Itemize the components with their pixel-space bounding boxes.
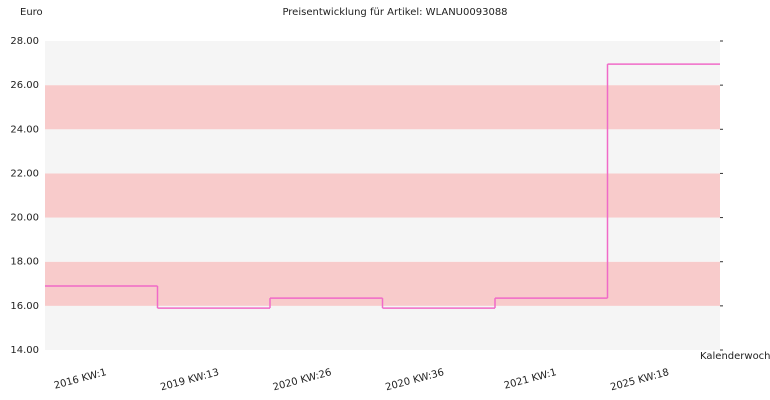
x-axis-label: Kalenderwoche <box>700 351 770 362</box>
x-tick-label: 2020 KW:36 <box>384 367 445 393</box>
background-band <box>45 173 720 218</box>
y-tick-label: 24.00 <box>10 124 39 135</box>
background-band <box>45 305 720 350</box>
background-band <box>45 129 720 174</box>
x-tick-label: 2016 KW:1 <box>53 367 108 392</box>
y-tick-label: 20.00 <box>10 213 39 224</box>
y-axis-label: Euro <box>20 7 43 18</box>
background-band <box>45 217 720 262</box>
y-tick-label: 14.00 <box>10 345 39 356</box>
background-band <box>45 85 720 130</box>
x-tick-label: 2019 KW:13 <box>159 367 220 393</box>
y-tick-label: 18.00 <box>10 257 39 268</box>
chart-title: Preisentwicklung für Artikel: WLANU00930… <box>282 7 507 18</box>
y-tick-label: 22.00 <box>10 168 39 179</box>
x-tick-label: 2020 KW:26 <box>272 367 333 393</box>
background-band <box>45 41 720 86</box>
y-tick-label: 28.00 <box>10 36 39 47</box>
x-tick-label: 2021 KW:1 <box>503 367 558 392</box>
y-tick-label: 26.00 <box>10 80 39 91</box>
x-tick-label: 2025 KW:18 <box>609 367 670 393</box>
y-tick-label: 16.00 <box>10 301 39 312</box>
